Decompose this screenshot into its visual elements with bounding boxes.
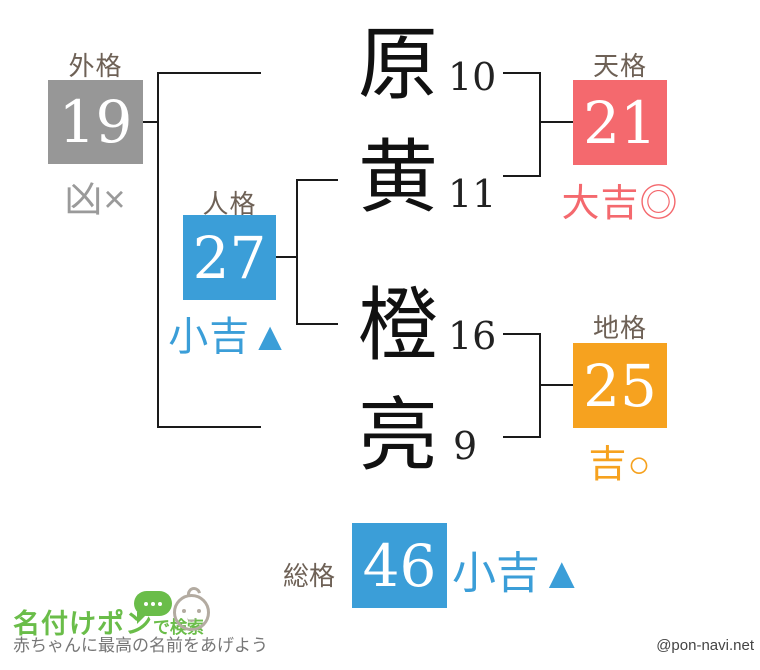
- site-credit: @pon-navi.net: [656, 637, 754, 654]
- tenkaku-label: 天格: [592, 51, 647, 81]
- soukaku-value-box: 46: [352, 523, 447, 608]
- tenkaku-bracket-vertical-line: [539, 72, 541, 177]
- stroke-count-1: 10: [448, 55, 497, 99]
- logo-text: 名付けポン: [13, 609, 153, 639]
- chikaku-bracket-top-line: [503, 333, 541, 335]
- tenkaku-bracket-bottom-line: [503, 175, 541, 177]
- stroke-count-3: 16: [448, 314, 497, 358]
- jinkaku-value-box: 27: [183, 215, 276, 300]
- tenkaku-bracket-top-line: [503, 72, 541, 74]
- gaikaku-bracket-top-line: [157, 72, 261, 74]
- tenkaku-result: 大吉◎: [561, 183, 679, 225]
- logo: 名付けポンで検索: [13, 602, 204, 641]
- jinkaku-label: 人格: [202, 189, 257, 219]
- baby-mouth-icon: [187, 615, 196, 622]
- bubble-dot: [158, 601, 162, 606]
- jinkaku-bracket-vertical-line: [296, 179, 298, 325]
- chikaku-value-box: 25: [573, 343, 667, 428]
- speech-bubble-icon: [134, 591, 172, 624]
- gaikaku-value-box: 19: [48, 80, 143, 164]
- tenkaku-connector-line: [541, 121, 573, 123]
- baby-face-icon: [173, 594, 210, 631]
- name-character-4: 亮: [358, 389, 438, 482]
- chikaku-bracket-vertical-line: [539, 333, 541, 438]
- bubble-dot: [144, 601, 148, 606]
- name-character-1: 原: [358, 18, 438, 111]
- gaikaku-label: 外格: [68, 51, 123, 81]
- chikaku-connector-line: [541, 384, 573, 386]
- gaikaku-bracket-bottom-line: [157, 426, 261, 428]
- tenkaku-value-box: 21: [573, 80, 667, 165]
- chikaku-label: 地格: [592, 313, 647, 343]
- jinkaku-connector-line: [276, 256, 296, 258]
- jinkaku-bracket-top-line: [296, 179, 338, 181]
- baby-eye-icon: [182, 609, 186, 613]
- gaikaku-result: 凶×: [64, 179, 127, 221]
- stroke-count-4: 9: [453, 424, 478, 468]
- bubble-dot: [151, 601, 155, 606]
- name-character-3: 橙: [358, 279, 438, 372]
- stroke-count-2: 11: [448, 172, 497, 216]
- baby-eye-icon: [197, 609, 201, 613]
- gaikaku-bracket-vertical-line: [157, 72, 159, 428]
- jinkaku-bracket-bottom-line: [296, 323, 338, 325]
- chikaku-result: 吉○: [588, 444, 652, 486]
- tagline: 赤ちゃんに最高の名前をあげよう: [13, 636, 268, 655]
- name-character-2: 黄: [358, 131, 438, 224]
- gaikaku-connector-line: [143, 121, 157, 123]
- chikaku-bracket-bottom-line: [503, 436, 541, 438]
- jinkaku-result: 小吉▲: [168, 315, 291, 359]
- soukaku-label: 総格: [283, 561, 336, 591]
- soukaku-result: 小吉▲: [452, 549, 584, 598]
